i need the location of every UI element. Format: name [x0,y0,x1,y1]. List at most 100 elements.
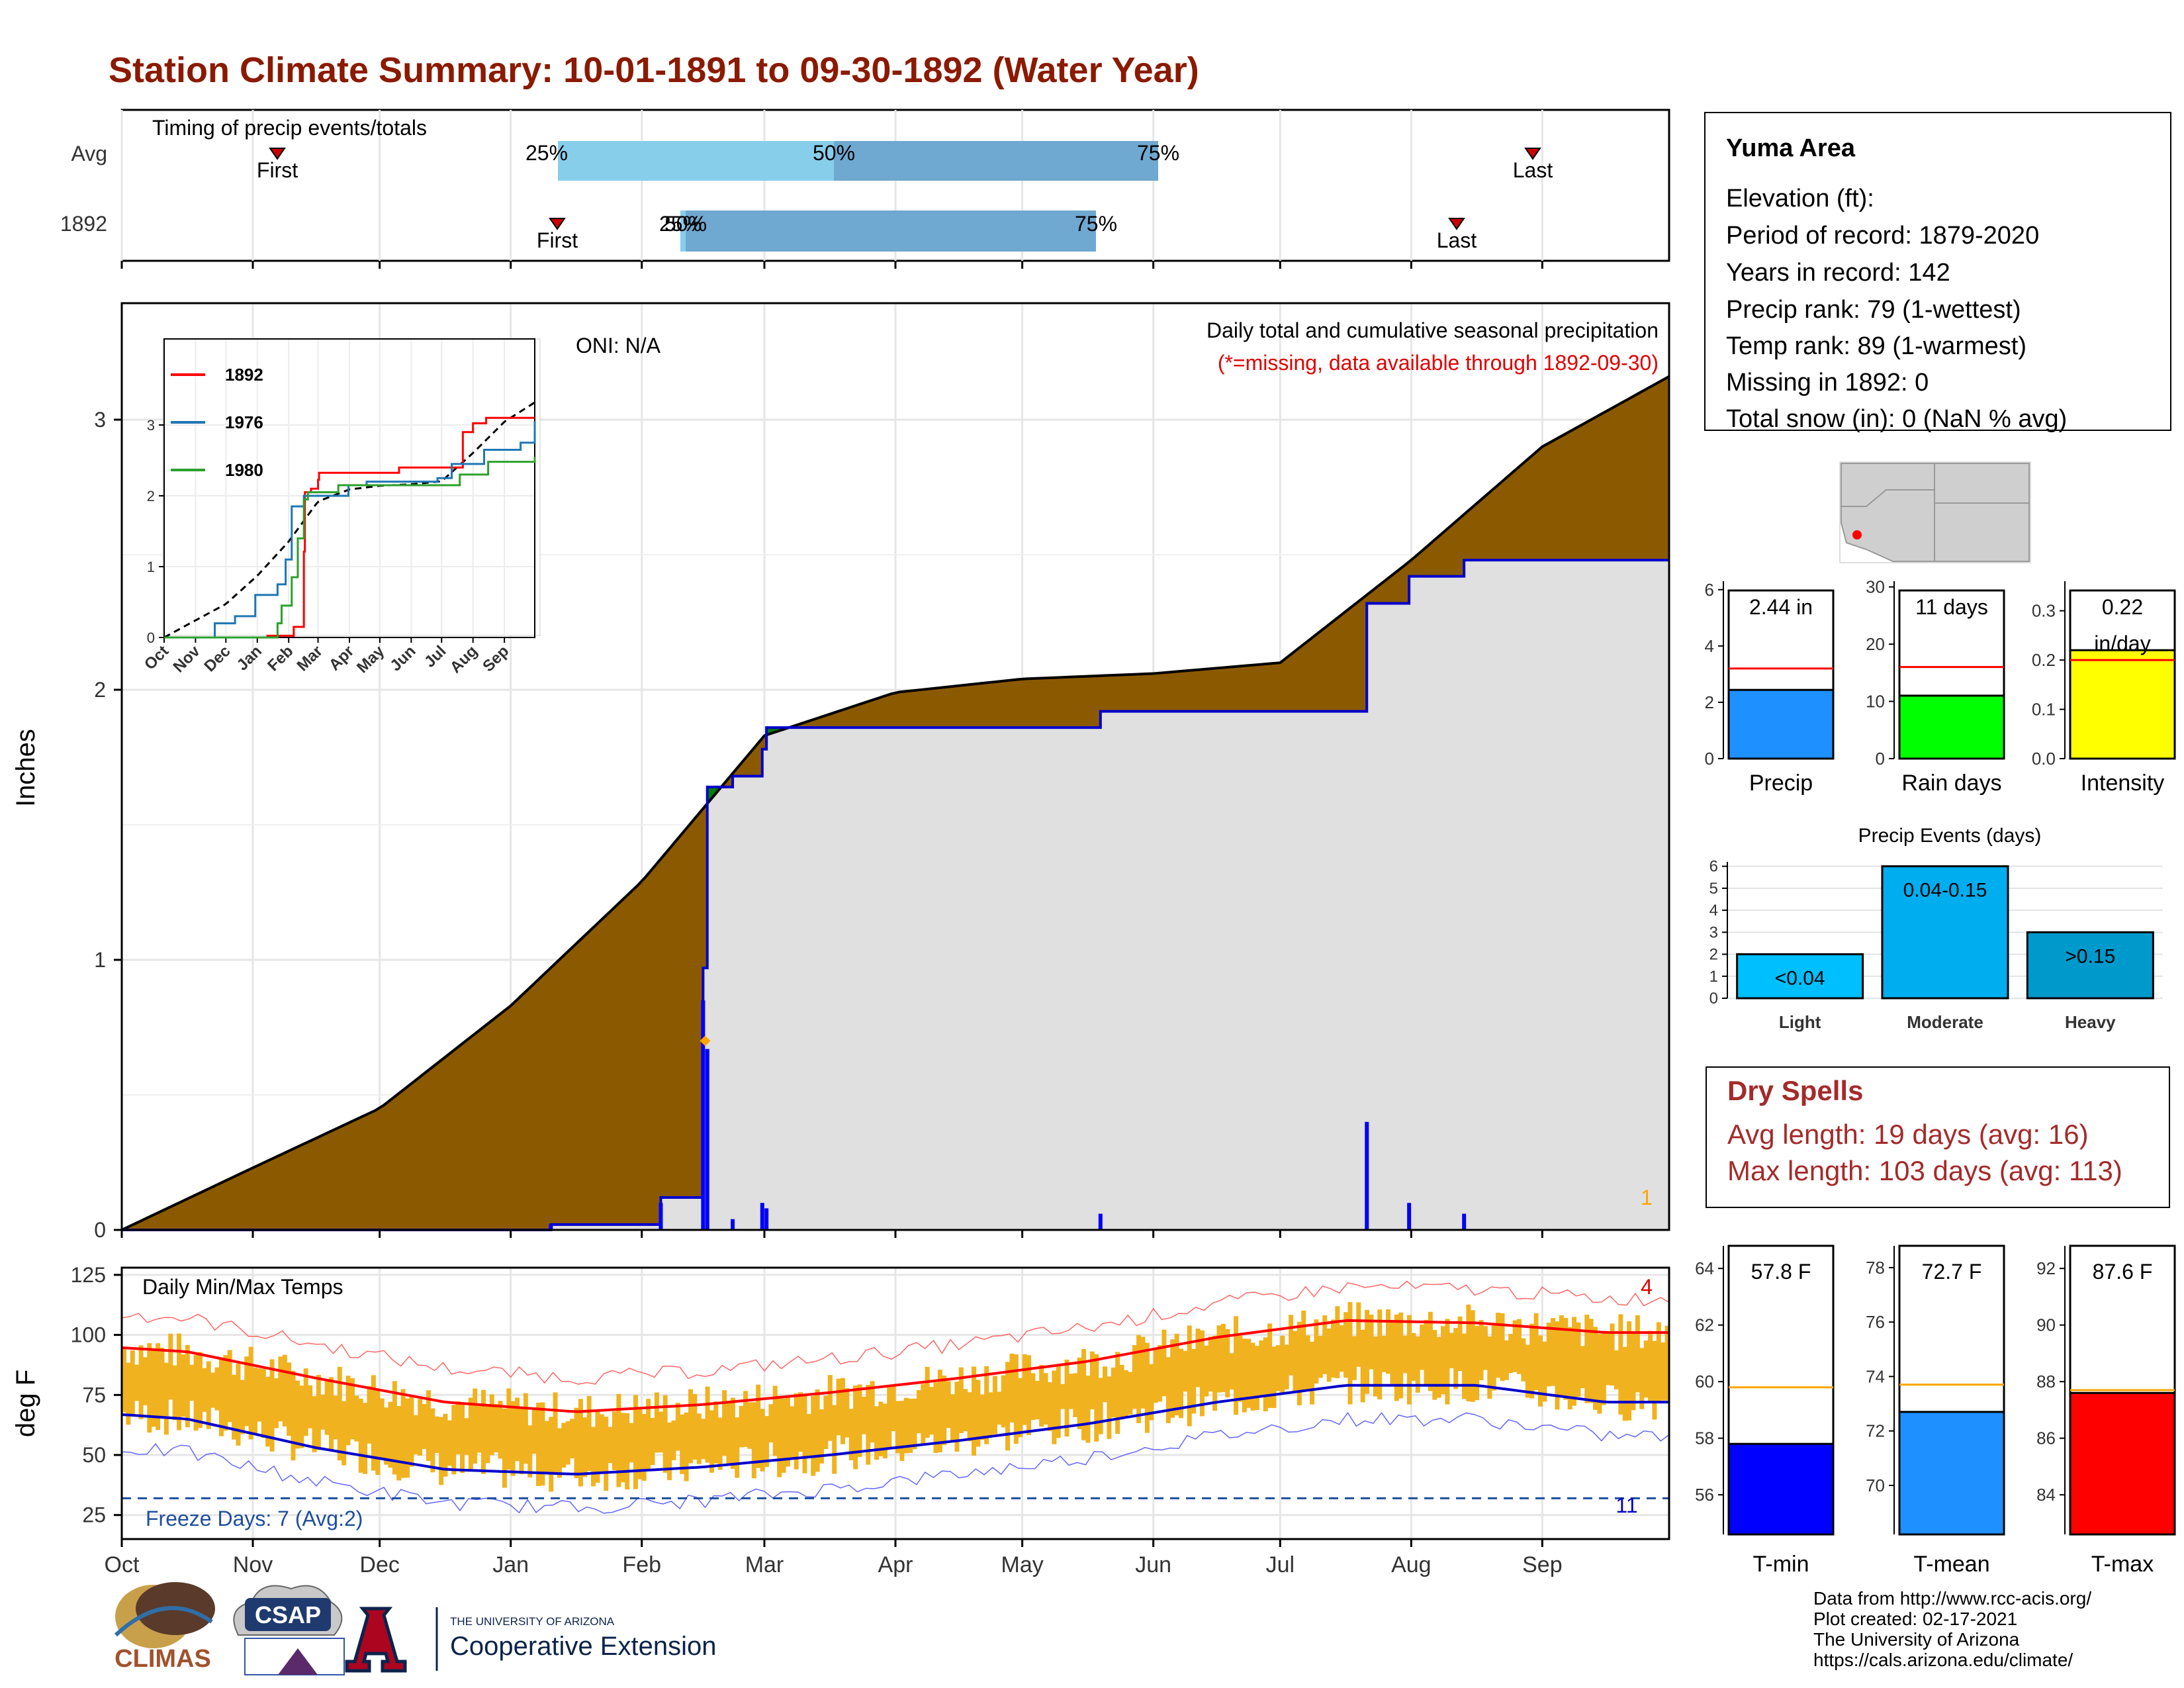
daily-temp-bar [675,1403,680,1451]
daily-temp-bar [1512,1320,1518,1372]
temp-ytick-label: 25 [82,1503,106,1527]
daily-temp-bar [608,1427,613,1464]
events-tick-label: 0 [1709,990,1718,1008]
daily-temp-bar [177,1333,182,1430]
inset-legend-label: 1980 [225,460,263,480]
precip-yticks: 0 1 2 3 [94,408,122,1242]
stat-value-unit: in/day [2094,632,2150,655]
csap-text: CSAP [255,1601,321,1628]
timing-row-1892-label: 1892 [60,212,107,236]
tstat-tick-label: 64 [1695,1258,1714,1278]
station-temp-rank: Temp rank: 89 (1-warmest) [1726,332,2026,360]
daily-temp-bar [1441,1326,1446,1395]
daily-temp-bar [269,1359,275,1452]
daily-temp-bar [273,1378,279,1429]
daily-temp-bar [578,1399,583,1487]
station-location-dot [1852,530,1862,539]
daily-temp-bar [1022,1354,1027,1425]
stat-bar [1898,694,2005,760]
precip-events-chart: Precip Events (days) 0 1 2 3 4 5 6 <0.04 Light 0.… [1709,825,2163,1032]
daily-temp-bar [1588,1319,1594,1403]
daily-temp-bar [988,1392,993,1437]
daily-temp-bar [565,1421,570,1465]
station-period: Period of record: 1879-2020 [1726,222,2039,250]
daily-temp-bar [1077,1357,1082,1429]
daily-temp-bar [1330,1319,1336,1378]
daily-temp-bar [367,1386,372,1444]
ua-big-text: Cooperative Extension [450,1632,716,1661]
daily-temp-bar [510,1401,516,1476]
daily-temp-bar [684,1412,689,1481]
daily-temp-bar [303,1368,308,1436]
daily-temp-bar [1001,1375,1006,1428]
daily-temp-bar [337,1366,342,1461]
inset-ytick-label: 1 [147,559,155,575]
temp-label: Daily Min/Max Temps [142,1275,343,1299]
daily-temp-bar [156,1343,161,1430]
daily-temp-bar [151,1349,156,1427]
daily-temp-bar [1525,1344,1530,1398]
daily-temp-bar [586,1395,592,1472]
temp-ytick-label: 75 [82,1383,106,1407]
daily-temp-bar [210,1372,216,1408]
month-label: Jun [1135,1552,1171,1577]
tstat-label: T-min [1753,1552,1809,1577]
daily-temp-bar [1445,1319,1450,1405]
daily-temp-bar [553,1392,558,1473]
event-range: <0.04 [1775,968,1825,990]
daily-temp-bar [747,1402,752,1449]
daily-temp-bar [1351,1336,1357,1380]
csap-logo: CSAP [233,1585,345,1675]
tstat-tick-label: 76 [1866,1312,1885,1332]
daily-temp-bar [324,1381,330,1435]
daily-temp-bar [1551,1317,1556,1386]
daily-temp-bar [388,1401,393,1468]
daily-temp-bar [1491,1323,1496,1391]
inset-frame [163,338,535,638]
daily-temp-bar [836,1378,841,1436]
daily-temp-bar [726,1401,731,1464]
avg-p25-p50-bar [558,141,834,181]
daily-temp-bar [1183,1350,1188,1392]
daily-temp-bar [527,1425,533,1477]
daily-temp-bar [549,1417,554,1492]
daily-temp-bar [1034,1381,1040,1420]
daily-temp-bar [1314,1319,1319,1384]
daily-temp-bar [870,1381,875,1443]
daily-temp-bar [696,1413,702,1464]
stat-tick-label: 0.0 [2032,749,2056,769]
daily-temp-bar [202,1368,207,1412]
inset-ytick-label: 0 [147,630,155,646]
timing-row-avg-label: Avg [71,142,107,165]
daily-temp-bar [1089,1351,1095,1409]
avg-min-line [121,1383,1669,1476]
daily-temp-bar [1504,1340,1509,1380]
daily-temp-bar [899,1401,905,1461]
yr-p25-p50-bar [680,211,686,252]
station-snow: Total snow (in): 0 (NaN % avg) [1726,405,2067,433]
inset-ytick-label: 2 [147,488,155,504]
daily-temp-bar [244,1356,250,1427]
daily-temp-bar [1128,1372,1133,1415]
daily-temp-bar [1119,1364,1124,1420]
daily-temp-bar [147,1343,152,1433]
daily-temp-bar [333,1395,338,1440]
daily-temp-bar [232,1374,237,1440]
avg-last-label: Last [1513,158,1553,182]
daily-temp-bar [743,1391,749,1447]
avg-p50-label: 50% [813,141,855,165]
month-label: Feb [622,1552,661,1577]
station-years: Years in record: 142 [1726,259,1950,287]
daily-temp-bar [489,1394,494,1456]
daily-precip-bar [701,1000,705,1230]
stat-frame [2069,589,2176,760]
daily-temp-bar [650,1418,655,1466]
daily-temp-bar [1254,1346,1259,1410]
daily-temp-bar [1280,1335,1285,1394]
daily-temp-bar [363,1403,368,1474]
stat-tick-label: 4 [1705,636,1714,656]
daily-temp-bar [1500,1313,1505,1382]
daily-temp-bar [659,1411,664,1453]
daily-temp-bar [468,1397,473,1471]
daily-temp-bar [1424,1319,1429,1385]
